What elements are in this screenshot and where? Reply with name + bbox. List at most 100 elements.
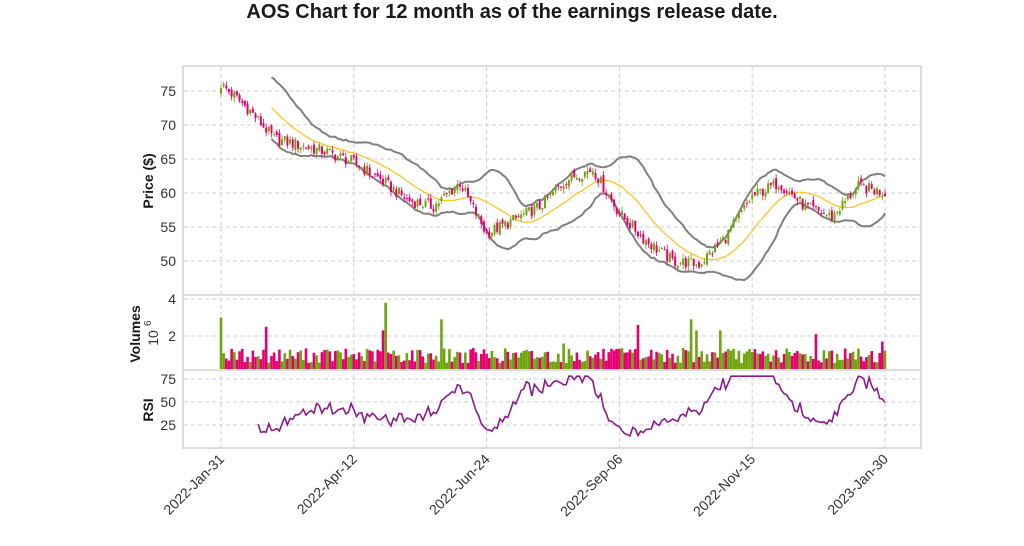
candle-body: [469, 195, 472, 202]
volume-bar: [732, 348, 735, 370]
candle-body: [220, 88, 222, 94]
volume-bar: [232, 352, 236, 370]
candle-body: [379, 174, 382, 180]
volume-bar: [424, 362, 427, 370]
volume-bar: [522, 351, 526, 370]
candle-body: [822, 212, 825, 214]
candle-body: [493, 225, 496, 235]
volume-bar: [490, 350, 494, 370]
volume-bar: [756, 353, 759, 370]
candle-body: [467, 187, 470, 197]
candle-body: [451, 188, 454, 195]
volume-bar: [310, 362, 313, 370]
candle-body: [557, 185, 560, 187]
candle-body: [668, 253, 671, 262]
candle-body: [876, 188, 879, 195]
volume-bar: [360, 356, 364, 370]
candle-body: [830, 210, 833, 221]
candle-body: [690, 258, 693, 260]
volume-bar: [713, 352, 717, 370]
candle-body: [331, 150, 334, 153]
volume-bar: [814, 334, 818, 370]
candle-body: [567, 179, 570, 187]
candle-body: [339, 153, 342, 157]
volume-bar: [230, 348, 233, 370]
candle-body: [740, 210, 743, 212]
price-tick-label: 65: [160, 151, 176, 167]
rsi-tick-label: 50: [160, 394, 176, 410]
candle-body: [254, 113, 257, 119]
volume-bar: [859, 356, 863, 370]
volume-bar: [780, 362, 783, 370]
candle-body: [793, 193, 796, 199]
candle-body: [480, 216, 483, 225]
volume-bar: [466, 362, 470, 370]
candle-body: [759, 189, 762, 191]
volume-bar: [251, 350, 255, 370]
candle-body: [801, 198, 804, 209]
candle-body: [435, 203, 438, 212]
volume-bar: [538, 357, 542, 370]
volume-bar: [711, 352, 714, 370]
candle-body: [586, 171, 589, 175]
candle-body: [413, 201, 416, 208]
volume-bar: [448, 348, 451, 370]
x-tick-label: 2022-Sep-06: [557, 451, 626, 520]
candle-body: [522, 213, 525, 215]
x-tick-label: 2022-Nov-15: [690, 451, 759, 520]
candle-body: [817, 207, 820, 211]
volume-bar: [769, 361, 773, 370]
candle-body: [416, 199, 419, 207]
volume-bar: [838, 360, 842, 370]
candle-body: [270, 125, 273, 133]
volume-bar: [272, 352, 276, 370]
volume-bar: [381, 330, 385, 370]
volume-bar: [344, 348, 348, 370]
price-tick-label: 75: [160, 83, 176, 99]
volume-scale-exponent: 6: [143, 320, 154, 326]
volume-bar: [347, 357, 350, 370]
volume-bar: [881, 341, 884, 370]
volume-bar: [333, 351, 337, 370]
volume-bar: [405, 353, 409, 370]
candle-body: [687, 258, 690, 267]
tick-labels: 50 55 60 65 70 75 2 4 25 50 75 2022-Jan-31 2022-Apr-…: [160, 83, 891, 519]
candle-body: [281, 139, 284, 145]
volume-bar: [849, 353, 852, 370]
candle-body: [533, 205, 536, 215]
volume-bar: [684, 350, 688, 370]
candle-body: [706, 253, 709, 265]
gridlines: [184, 67, 920, 447]
candle-body: [517, 216, 520, 218]
candle-body: [235, 91, 238, 96]
volume-bar: [283, 353, 287, 370]
candle-body: [262, 123, 265, 128]
candle-body: [326, 148, 329, 154]
candle-body: [814, 205, 817, 207]
x-tick-label: 2022-Apr-12: [294, 451, 360, 517]
volume-bars: [219, 302, 887, 370]
candle-body: [783, 189, 786, 194]
volume-bar: [243, 362, 247, 370]
candle-body: [610, 193, 613, 201]
candle-body: [299, 147, 302, 150]
candle-body: [650, 244, 653, 250]
candle-body: [395, 189, 398, 197]
candle-body: [342, 153, 345, 156]
candle-body: [538, 200, 541, 209]
volume-bar: [469, 349, 472, 370]
volume-bar: [721, 352, 725, 370]
candle-body: [833, 212, 836, 222]
candle-body: [544, 195, 547, 209]
volume-bar: [225, 358, 228, 370]
candle-body: [644, 240, 647, 246]
volume-bar: [663, 361, 666, 370]
candle-body: [227, 89, 230, 92]
candle-body: [652, 243, 655, 251]
candle-body: [230, 89, 233, 97]
candle-body: [509, 219, 512, 227]
volume-bar: [416, 349, 419, 370]
volume-bar: [833, 362, 836, 370]
volume-bar: [875, 362, 879, 370]
volume-bar: [676, 355, 680, 370]
